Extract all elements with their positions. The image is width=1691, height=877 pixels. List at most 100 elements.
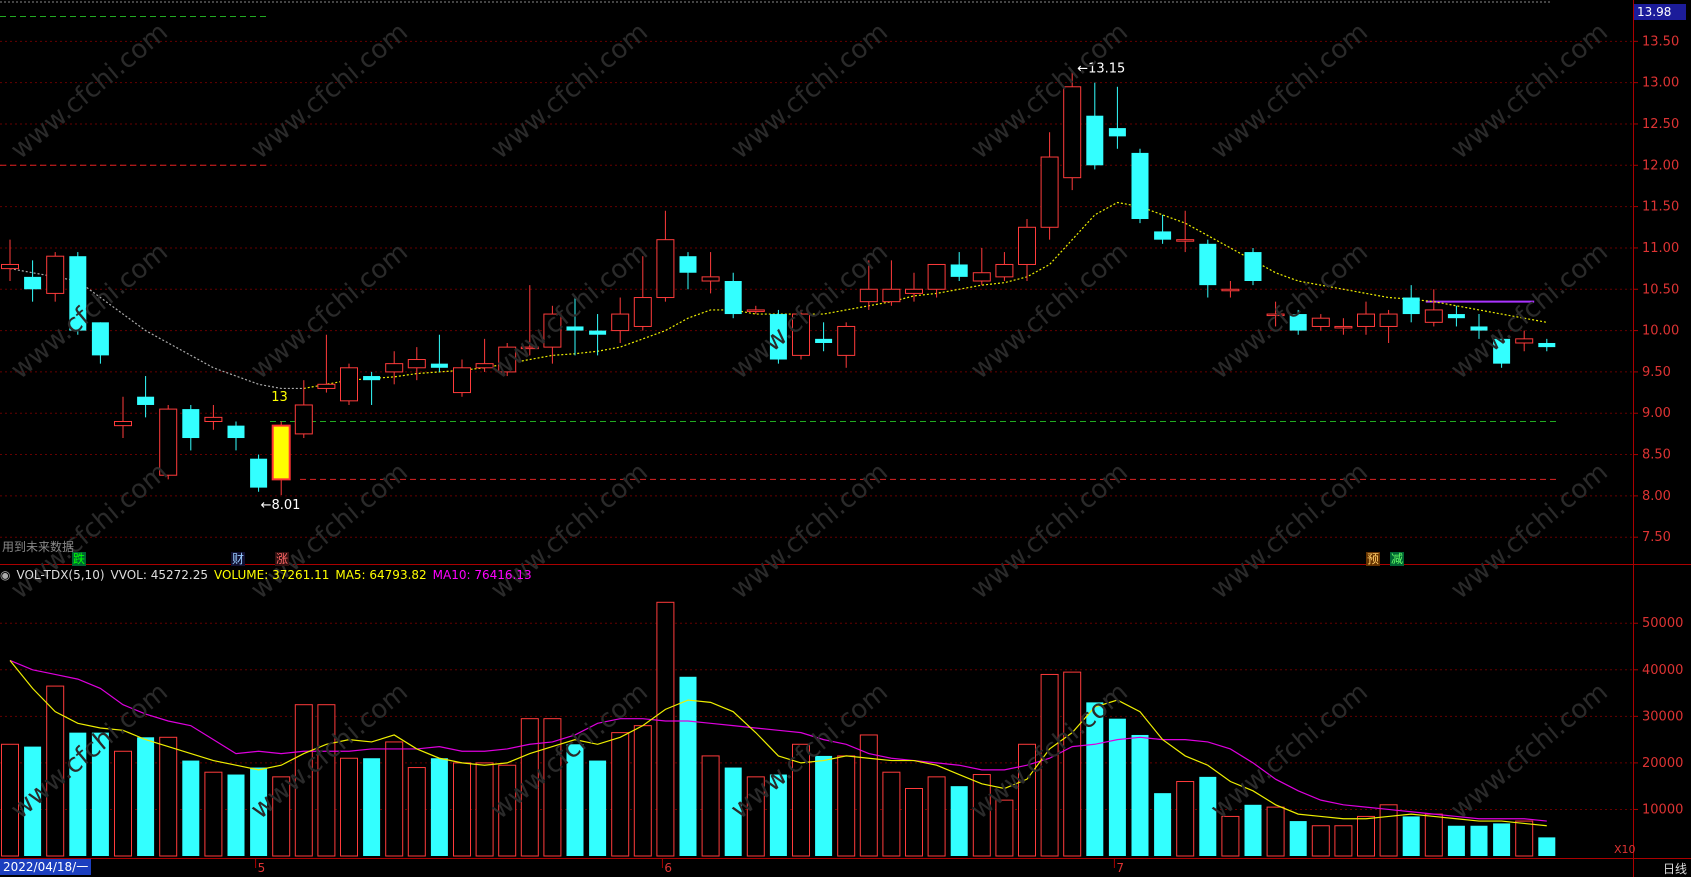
candle-body xyxy=(1379,313,1398,327)
candle-body xyxy=(498,346,517,373)
candle-body xyxy=(882,288,901,303)
volume-bar xyxy=(905,788,923,857)
price-tick-label: 9.50 xyxy=(1642,365,1671,380)
volume-tick-label: 20000 xyxy=(1642,756,1683,771)
volume-bar xyxy=(679,676,697,856)
volume-bar xyxy=(701,755,720,857)
candle-body xyxy=(1266,313,1285,317)
watermark: www.cfchi.com xyxy=(1205,237,1374,385)
volume-bar xyxy=(340,757,358,857)
volume-bar xyxy=(24,746,42,856)
limit-up-candle xyxy=(271,424,291,481)
volume-bar xyxy=(1424,813,1443,857)
watermark: www.cfchi.com xyxy=(1205,677,1374,825)
volume-bar xyxy=(1266,806,1285,857)
volume-bar xyxy=(815,755,833,856)
volume-bar xyxy=(769,774,787,856)
candle-body xyxy=(24,276,42,290)
volume-bar xyxy=(250,767,268,856)
volume-bar xyxy=(1018,743,1036,857)
watermark: www.cfchi.com xyxy=(485,237,654,385)
candle-body xyxy=(137,396,155,405)
candle-body xyxy=(792,313,810,356)
watermark: www.cfchi.com xyxy=(1685,17,1691,165)
candle-body xyxy=(837,325,856,356)
volume-ma10-line xyxy=(9,659,1547,822)
panel-divider xyxy=(0,564,1691,565)
bottom-axis-line xyxy=(0,858,1691,859)
volume-bar xyxy=(1086,702,1104,856)
price-tick-label: 10.00 xyxy=(1642,324,1679,339)
candle-body xyxy=(769,314,787,360)
volume-bar xyxy=(1108,718,1126,856)
ma10-value: MA10: 76416.13 xyxy=(432,568,532,582)
tag-fall[interactable]: 跌 xyxy=(72,552,87,566)
candle-body xyxy=(91,322,109,356)
vol-title[interactable]: VOL-TDX(5,10) xyxy=(16,568,105,582)
candle-body xyxy=(1063,86,1082,179)
watermark: www.cfchi.com xyxy=(245,17,414,165)
tag-finance[interactable]: 财 xyxy=(231,552,246,566)
candle-body xyxy=(1199,243,1217,286)
volume-bar xyxy=(656,601,675,857)
volume-bar xyxy=(1289,821,1307,856)
volume-bar xyxy=(972,774,991,857)
price-tick-label: 8.50 xyxy=(1642,448,1671,463)
candle-body xyxy=(227,425,245,439)
volume-bar xyxy=(792,743,810,857)
candle-body xyxy=(1493,338,1511,364)
volume-bar xyxy=(137,737,155,856)
price-tick-label: 12.50 xyxy=(1642,117,1679,132)
tag-rise[interactable]: 涨 xyxy=(275,552,290,566)
settings-icon[interactable]: ◉ xyxy=(0,568,11,582)
watermark: www.cfchi.com xyxy=(1685,237,1691,385)
volume-bar xyxy=(950,786,968,856)
volume-bar xyxy=(927,776,946,857)
volume-bar xyxy=(498,764,517,857)
vvol-value: VVOL: 45272.25 xyxy=(110,568,208,582)
volume-bar xyxy=(1470,825,1488,856)
candle-body xyxy=(317,383,336,389)
volume-bar xyxy=(543,718,562,857)
price-tick-label: 8.00 xyxy=(1642,489,1671,504)
volume-bar xyxy=(363,758,381,856)
candle-body xyxy=(927,263,946,290)
candle-body xyxy=(905,288,923,294)
volume-bar xyxy=(1221,815,1240,857)
candle-body xyxy=(363,376,381,381)
month-label: 7 xyxy=(1116,861,1124,875)
candle-body xyxy=(1470,326,1488,331)
candle-body xyxy=(407,359,426,369)
candle-body xyxy=(972,272,991,282)
volume-bar xyxy=(46,685,65,857)
volume-bar xyxy=(69,732,87,856)
period-label[interactable]: 日线 xyxy=(1662,862,1687,876)
volume-tick-label: 10000 xyxy=(1642,802,1683,817)
volume-bar xyxy=(1154,793,1172,856)
candle-body xyxy=(204,416,223,422)
month-label: 5 xyxy=(258,861,266,875)
volume-bar xyxy=(837,755,856,857)
volume-bar xyxy=(91,732,109,856)
candle-body xyxy=(182,409,200,439)
tag-forecast[interactable]: 预 xyxy=(1366,552,1381,566)
candle-body xyxy=(1176,239,1195,242)
volume-bar xyxy=(995,799,1014,857)
candle-body xyxy=(294,404,313,435)
candle-body xyxy=(859,288,878,303)
candle-body xyxy=(1515,338,1534,344)
watermark: www.cfchi.com xyxy=(485,17,654,165)
candle-body xyxy=(430,363,448,368)
candle-body xyxy=(679,256,697,273)
volume-bar xyxy=(407,767,426,857)
volume-tick-label: 40000 xyxy=(1642,663,1683,678)
candle-body xyxy=(159,408,178,476)
tag-reduce[interactable]: 减 xyxy=(1390,552,1405,566)
candle-body xyxy=(950,264,968,277)
candle-body xyxy=(114,421,132,427)
volume-bar xyxy=(1538,837,1556,856)
volume-bar xyxy=(227,774,245,856)
volume-bar xyxy=(1063,671,1082,857)
volume-bar xyxy=(385,741,404,857)
volume-bar xyxy=(1311,825,1330,857)
